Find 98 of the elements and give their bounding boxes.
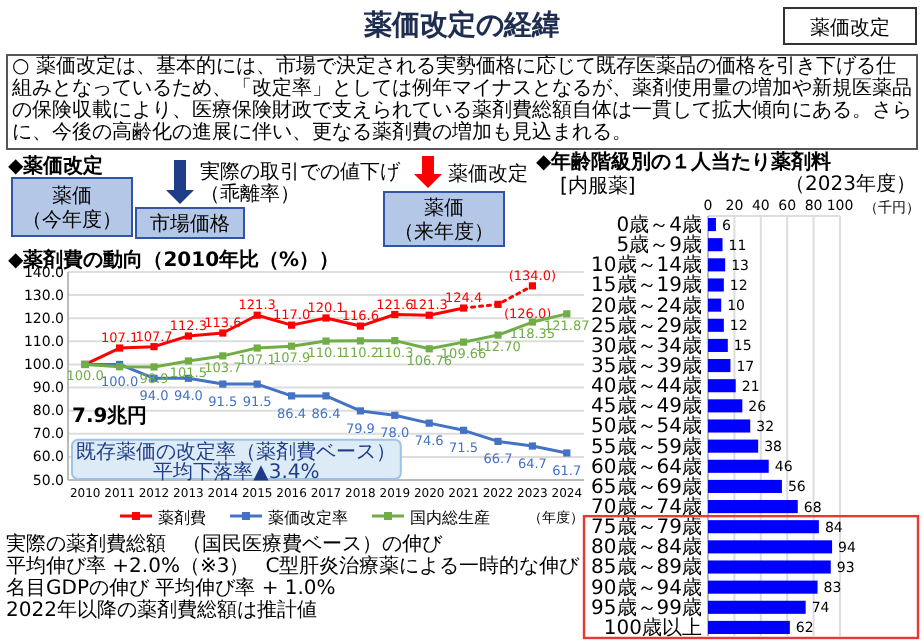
point [219, 380, 227, 388]
bar [708, 600, 806, 614]
bar [708, 540, 833, 554]
point [425, 419, 433, 427]
y-tick-label: 25歳～29歳 [591, 313, 702, 338]
chart-title: ◆年齢階級別の１人当たり薬剤料 [536, 150, 832, 174]
bar [708, 338, 728, 352]
text: （国民医療費ベース）の伸び [182, 532, 444, 556]
point [391, 411, 399, 419]
bar [708, 399, 743, 413]
point [563, 310, 571, 318]
bar [708, 318, 724, 332]
bar [708, 459, 769, 473]
y-tick-label: 100歳以上 [603, 615, 702, 640]
point [184, 332, 192, 340]
text: （今年度） [22, 208, 122, 232]
text: 2022年以降の薬剤費総額は推計値 [6, 598, 317, 622]
bar [708, 520, 819, 534]
text: 名目GDPの伸び 平均伸び率 + 1.0% [6, 576, 336, 600]
bar [708, 218, 716, 232]
point [425, 311, 433, 319]
text: C型肝炎治療薬による一時的な伸び [265, 554, 582, 578]
point [150, 343, 158, 351]
y-tick-label: 90歳～94歳 [591, 575, 702, 600]
point [288, 321, 296, 329]
text: [内服薬] [560, 174, 636, 198]
annotation: 7.9兆円 [72, 404, 148, 429]
point [356, 407, 364, 415]
chart-subtitle: （2023年度） [785, 172, 916, 196]
legend-label: 薬剤費 [158, 509, 206, 527]
point [460, 426, 468, 434]
bar [708, 419, 751, 433]
point [184, 357, 192, 365]
legend-label: 薬価改定率 [268, 509, 348, 527]
y-tick-label: 0歳～4歳 [616, 212, 702, 237]
y-tick-label: 55歳～59歳 [591, 434, 702, 459]
text: 薬価改定 [448, 162, 528, 186]
legend-label: 国内総生産 [410, 509, 490, 527]
text: ◆薬価改定 [8, 154, 104, 178]
point [288, 342, 296, 350]
text: （来年度） [394, 220, 494, 244]
point [150, 363, 158, 371]
y-tick-label: 50歳～54歳 [591, 414, 702, 439]
bar [708, 479, 782, 493]
point [322, 314, 330, 322]
point [116, 344, 124, 352]
text: 平均伸び率 +2.0%（※3） [6, 554, 250, 578]
point [425, 345, 433, 353]
point [528, 282, 536, 290]
text: 実際の取引での値下げ [200, 160, 402, 184]
point [219, 352, 227, 360]
bar [708, 278, 724, 292]
annotation: 平均下落率▲3.4% [153, 459, 320, 484]
bar [708, 359, 731, 373]
point [563, 449, 571, 457]
point [219, 329, 227, 337]
point [391, 337, 399, 345]
y-tick-label: 60歳～64歳 [591, 454, 702, 479]
text: 薬価 [424, 196, 464, 220]
y-tick-label: 85歳～89歳 [591, 555, 702, 580]
bar [708, 379, 736, 393]
y-tick-label: 20歳～24歳 [591, 293, 702, 318]
text: 薬価改定 [810, 16, 890, 40]
point [494, 300, 502, 308]
point [288, 392, 296, 400]
text: 薬価改定の経緯 [362, 8, 560, 42]
text: 薬価 [52, 184, 92, 208]
y-tick-label: 15歳～19歳 [591, 273, 702, 298]
bar [708, 500, 798, 514]
bar [708, 258, 726, 272]
annotation: 既存薬価の改定率（薬剤費ベース） [76, 439, 397, 464]
bar [708, 298, 722, 312]
point [391, 310, 399, 319]
bar [708, 560, 831, 574]
bar [708, 580, 818, 594]
text: （乖離率） [200, 182, 300, 206]
bar [708, 238, 723, 252]
point [356, 337, 364, 345]
y-tick-label: 30歳～34歳 [591, 333, 702, 358]
y-tick-label: 70歳～74歳 [591, 494, 702, 519]
point [528, 442, 536, 450]
bar [708, 620, 790, 634]
point [253, 380, 261, 388]
text: 実際の薬剤費総額 [6, 532, 166, 556]
y-tick-label: 95歳～99歳 [591, 595, 702, 620]
point [322, 392, 330, 400]
point [253, 311, 261, 319]
point [322, 337, 330, 345]
point [494, 437, 502, 445]
point [494, 331, 502, 339]
y-tick-label: 35歳～39歳 [591, 353, 702, 378]
text: 市場価格 [150, 212, 230, 236]
point [460, 338, 468, 346]
point [253, 344, 261, 352]
text: ○ 薬価改定は、基本的には、市場で決定される実勢価格に応じて既存医薬品の価格を引き下げる仕組みとなっているため、「改定率」としては例年マイナスとなるが、薬剤使用量の増加や新規医薬品の保険収載により、医療保険財政で支えられている薬剤費総額自体は一貫して拡大傾向にある。さらに、今後の高齢化の進展に伴い、更なる薬剤費の増加も見込まれる。 [6, 54, 918, 150]
bar [708, 439, 759, 453]
point [356, 322, 364, 330]
y-tick-label: 65歳～69歳 [591, 474, 702, 499]
